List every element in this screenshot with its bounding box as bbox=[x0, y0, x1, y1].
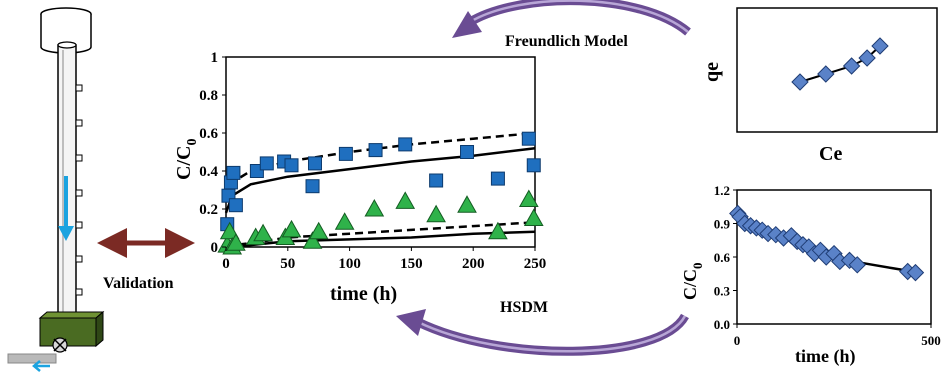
diamond-point bbox=[848, 256, 866, 274]
triangle-point bbox=[334, 212, 355, 230]
main-y-tick-label: 0.4 bbox=[199, 164, 218, 180]
sampling-port bbox=[75, 189, 83, 197]
main-y-ticks: 0 0.2 0.4 0.6 0.8 1 bbox=[199, 50, 226, 256]
batch-y-tick-label: 0.3 bbox=[714, 284, 731, 299]
square-point bbox=[228, 198, 243, 213]
sampling-port bbox=[75, 221, 83, 229]
square-point bbox=[398, 137, 413, 152]
main-x-tick-label: 100 bbox=[338, 256, 361, 272]
main-y-tick-label: 0 bbox=[211, 240, 219, 256]
main-x-tick-label: 150 bbox=[400, 256, 423, 272]
hsdm-label: HSDM bbox=[500, 299, 548, 316]
batch-y-tick-label: 0.6 bbox=[714, 250, 731, 265]
freundlich-arrowhead-icon bbox=[452, 11, 482, 38]
batch-x-tick-label: 0 bbox=[734, 333, 741, 348]
square-point bbox=[368, 143, 383, 158]
outlet-pipe bbox=[7, 353, 57, 364]
triangle-point bbox=[281, 219, 302, 238]
main-chart: 00.20.40.60.81 0 50 100 150 200 250 time (h) … bbox=[173, 50, 546, 305]
square-point bbox=[429, 173, 444, 188]
main-x-tick-label: 50 bbox=[280, 256, 295, 272]
diamond-point bbox=[817, 65, 835, 83]
sampling-ports bbox=[75, 84, 83, 296]
diamond-point bbox=[858, 49, 876, 67]
batch-data-marks bbox=[729, 204, 925, 282]
square-point bbox=[284, 158, 299, 173]
square-point bbox=[521, 131, 536, 146]
batch-x-axis-label: time (h) bbox=[795, 346, 855, 367]
triangle-point bbox=[518, 189, 539, 207]
flow-arrow-icon bbox=[58, 226, 74, 241]
hsdm-arrowhead-icon bbox=[396, 309, 426, 336]
main-y-tick-label: 0.8 bbox=[199, 88, 218, 104]
isotherm-data-marks bbox=[791, 37, 889, 91]
freundlich-arrow-shaft bbox=[467, 0, 691, 36]
diamond-point bbox=[906, 263, 925, 282]
column-base-side bbox=[95, 310, 104, 348]
square-point bbox=[338, 146, 353, 161]
freundlich-arrow: Freundlich Model bbox=[452, 0, 691, 50]
column-base bbox=[39, 317, 97, 347]
main-x-tick-label: 200 bbox=[462, 256, 485, 272]
batch-y-axis-label: C/C0 bbox=[680, 263, 705, 301]
triangle-point bbox=[426, 204, 446, 223]
batch-y-ticks: 0.0 0.3 0.6 0.9 1.2 bbox=[714, 183, 737, 332]
sampling-port bbox=[75, 288, 83, 296]
outlet-flow-arrow-icon bbox=[32, 360, 50, 372]
batch-x-tick-label: 500 bbox=[921, 333, 941, 348]
freundlich-arrow-highlight bbox=[469, 0, 689, 33]
square-point bbox=[307, 156, 322, 171]
main-y-tick-label: 0.2 bbox=[199, 202, 218, 218]
batch-y-tick-label: 1.2 bbox=[714, 183, 730, 198]
main-x-tick-label: 250 bbox=[524, 256, 547, 272]
diamond-point bbox=[791, 73, 809, 91]
square-point bbox=[460, 145, 475, 159]
diamond-point bbox=[842, 57, 861, 75]
batch-y-tick-label: 0.9 bbox=[714, 217, 731, 232]
square-point bbox=[526, 158, 541, 173]
triangle-point bbox=[457, 195, 477, 213]
main-x-axis-label: time (h) bbox=[330, 283, 397, 305]
triangle-point bbox=[488, 221, 508, 240]
hsdm-arrow-highlight bbox=[417, 315, 687, 353]
freundlich-label: Freundlich Model bbox=[505, 33, 628, 50]
isotherm-x-axis-label: Ce bbox=[819, 143, 842, 165]
triangle-point bbox=[364, 198, 385, 217]
main-y-axis-label: C/C0 bbox=[173, 139, 200, 180]
validation-label: Validation bbox=[103, 275, 174, 292]
main-y-tick-label: 1 bbox=[211, 50, 219, 66]
main-y-tick-label: 0.6 bbox=[199, 126, 218, 142]
square-point bbox=[305, 179, 320, 194]
isotherm-chart: Ce qe bbox=[701, 7, 938, 165]
triangle-point bbox=[302, 231, 323, 249]
main-x-tick-label: 0 bbox=[222, 256, 230, 272]
batch-chart: 0.0 0.3 0.6 0.9 1.2 0 500 time (h) C/C0 bbox=[680, 183, 941, 367]
column-base-top bbox=[38, 311, 105, 319]
adsorption-column bbox=[7, 7, 105, 372]
triangle-point bbox=[395, 191, 416, 209]
main-data-marks bbox=[217, 131, 544, 255]
valve-icon bbox=[52, 337, 68, 353]
sampling-port bbox=[75, 154, 83, 162]
isotherm-y-axis-label: qe bbox=[701, 62, 723, 82]
batch-y-tick-label: 0.0 bbox=[714, 317, 730, 332]
hsdm-arrow-shaft bbox=[416, 313, 689, 356]
sampling-port bbox=[75, 119, 83, 127]
hsdm-arrow: HSDM bbox=[396, 299, 689, 356]
batch-x-ticks: 0 500 bbox=[734, 324, 941, 348]
square-point bbox=[490, 171, 505, 186]
triangle-point bbox=[226, 233, 246, 251]
triangle-point bbox=[308, 221, 329, 240]
sampling-port bbox=[75, 255, 83, 263]
column-opening bbox=[57, 41, 77, 49]
square-point bbox=[259, 156, 274, 171]
main-x-ticks: 0 50 100 150 200 250 bbox=[222, 247, 546, 272]
sampling-port bbox=[75, 84, 83, 92]
triangle-point bbox=[219, 221, 240, 240]
triangle-point bbox=[523, 208, 544, 226]
square-point bbox=[226, 165, 241, 180]
diamond-point bbox=[871, 37, 889, 55]
triangle-point bbox=[253, 223, 273, 242]
